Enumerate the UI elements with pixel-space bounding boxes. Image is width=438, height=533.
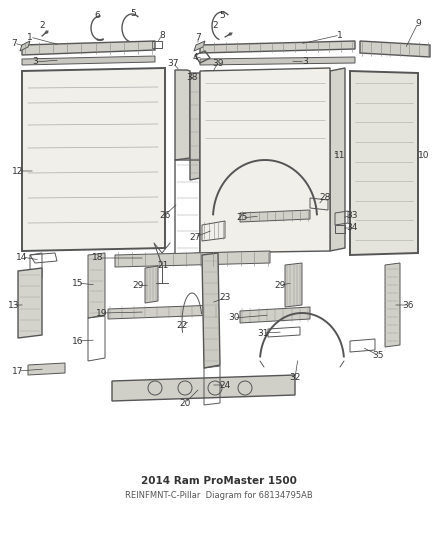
Text: 39: 39 — [212, 59, 224, 68]
Polygon shape — [200, 57, 355, 65]
Polygon shape — [200, 41, 355, 53]
Text: 28: 28 — [319, 192, 331, 201]
Text: 31: 31 — [257, 328, 269, 337]
Text: 14: 14 — [16, 253, 28, 262]
Polygon shape — [108, 305, 218, 319]
Polygon shape — [240, 307, 310, 323]
Polygon shape — [145, 266, 158, 303]
Polygon shape — [28, 363, 65, 375]
Text: 24: 24 — [219, 381, 231, 390]
Text: 6: 6 — [94, 11, 100, 20]
Text: 2: 2 — [212, 20, 218, 29]
Text: 38: 38 — [186, 74, 198, 83]
Polygon shape — [112, 375, 295, 401]
Polygon shape — [22, 41, 155, 55]
Polygon shape — [115, 251, 270, 267]
Text: 1: 1 — [27, 33, 33, 42]
Text: 37: 37 — [167, 59, 179, 68]
Text: 4: 4 — [192, 53, 198, 62]
Polygon shape — [190, 73, 200, 180]
Text: 27: 27 — [189, 232, 201, 241]
Polygon shape — [22, 56, 155, 65]
Text: 26: 26 — [159, 211, 171, 220]
Text: REINFMNT-C-Pillar  Diagram for 68134795AB: REINFMNT-C-Pillar Diagram for 68134795AB — [125, 490, 313, 499]
Text: 20: 20 — [179, 399, 191, 408]
Text: 33: 33 — [346, 211, 358, 220]
Text: 18: 18 — [92, 254, 104, 262]
Text: 11: 11 — [334, 150, 346, 159]
Text: 13: 13 — [8, 301, 20, 310]
Text: 16: 16 — [72, 336, 84, 345]
Text: 5: 5 — [130, 9, 136, 18]
Text: 7: 7 — [195, 33, 201, 42]
Text: 17: 17 — [12, 367, 24, 376]
Polygon shape — [175, 70, 190, 160]
Polygon shape — [385, 263, 400, 347]
Polygon shape — [194, 41, 205, 51]
Text: 1: 1 — [337, 30, 343, 39]
Text: 3: 3 — [32, 58, 38, 67]
Text: 10: 10 — [418, 150, 430, 159]
Text: 15: 15 — [72, 279, 84, 287]
Text: 2: 2 — [39, 20, 45, 29]
Text: 12: 12 — [12, 166, 24, 175]
Polygon shape — [240, 210, 310, 222]
Text: 2014 Ram ProMaster 1500: 2014 Ram ProMaster 1500 — [141, 476, 297, 486]
Text: 23: 23 — [219, 294, 231, 303]
Polygon shape — [88, 253, 105, 318]
Text: 5: 5 — [219, 11, 225, 20]
Text: 21: 21 — [157, 261, 169, 270]
Text: 34: 34 — [346, 223, 358, 232]
Text: 30: 30 — [228, 313, 240, 322]
Polygon shape — [350, 71, 418, 255]
Text: 36: 36 — [402, 301, 414, 310]
Polygon shape — [22, 68, 165, 251]
Text: 29: 29 — [274, 280, 286, 289]
Text: 22: 22 — [177, 320, 187, 329]
Polygon shape — [202, 253, 220, 368]
Text: 8: 8 — [159, 30, 165, 39]
Text: 32: 32 — [290, 374, 301, 383]
Text: 7: 7 — [11, 38, 17, 47]
Text: 35: 35 — [372, 351, 384, 359]
Text: 19: 19 — [96, 309, 108, 318]
Polygon shape — [20, 41, 30, 51]
Polygon shape — [360, 41, 430, 57]
Text: 9: 9 — [415, 19, 421, 28]
Polygon shape — [200, 68, 330, 253]
Polygon shape — [18, 268, 42, 338]
Polygon shape — [285, 263, 302, 307]
Text: 3: 3 — [302, 58, 308, 67]
Polygon shape — [330, 68, 345, 251]
Text: 29: 29 — [132, 281, 144, 290]
Text: 25: 25 — [237, 214, 247, 222]
